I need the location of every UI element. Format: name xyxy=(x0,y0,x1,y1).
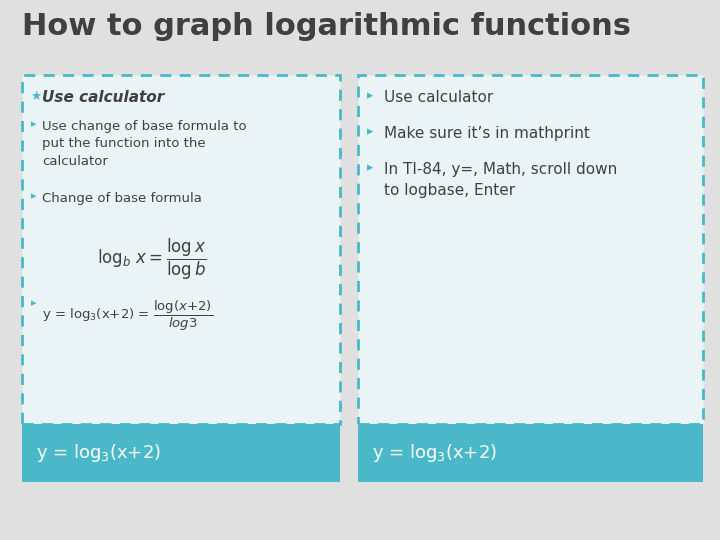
FancyBboxPatch shape xyxy=(358,424,703,482)
Text: Use change of base formula to
put the function into the
calculator: Use change of base formula to put the fu… xyxy=(42,120,247,168)
FancyBboxPatch shape xyxy=(22,75,340,424)
Text: ★: ★ xyxy=(30,90,41,103)
Text: y = log$_3$(x+2): y = log$_3$(x+2) xyxy=(36,442,161,464)
Text: ▸: ▸ xyxy=(31,191,37,201)
Text: ▸: ▸ xyxy=(31,119,37,129)
Text: Use calculator: Use calculator xyxy=(384,90,493,105)
Text: y = log$_3$(x+2) = $\dfrac{\log(x{+}2)}{\mathit{log3}}$: y = log$_3$(x+2) = $\dfrac{\log(x{+}2)}{… xyxy=(42,299,213,333)
Text: ▸: ▸ xyxy=(367,161,373,174)
Text: ▸: ▸ xyxy=(31,298,37,308)
Text: In TI-84, y=, Math, scroll down
to logbase, Enter: In TI-84, y=, Math, scroll down to logba… xyxy=(384,162,617,198)
Text: Change of base formula: Change of base formula xyxy=(42,192,202,205)
Text: ▸: ▸ xyxy=(367,125,373,138)
FancyBboxPatch shape xyxy=(22,424,340,482)
Text: Make sure it’s in mathprint: Make sure it’s in mathprint xyxy=(384,126,590,141)
FancyBboxPatch shape xyxy=(358,75,703,424)
Text: y = log$_3$(x+2): y = log$_3$(x+2) xyxy=(372,442,497,464)
Text: How to graph logarithmic functions: How to graph logarithmic functions xyxy=(22,12,631,41)
Text: Use calculator: Use calculator xyxy=(42,90,164,105)
Text: ▸: ▸ xyxy=(367,89,373,102)
Text: $\log_b\, x = \dfrac{\log x}{\log b}$: $\log_b\, x = \dfrac{\log x}{\log b}$ xyxy=(97,237,207,282)
